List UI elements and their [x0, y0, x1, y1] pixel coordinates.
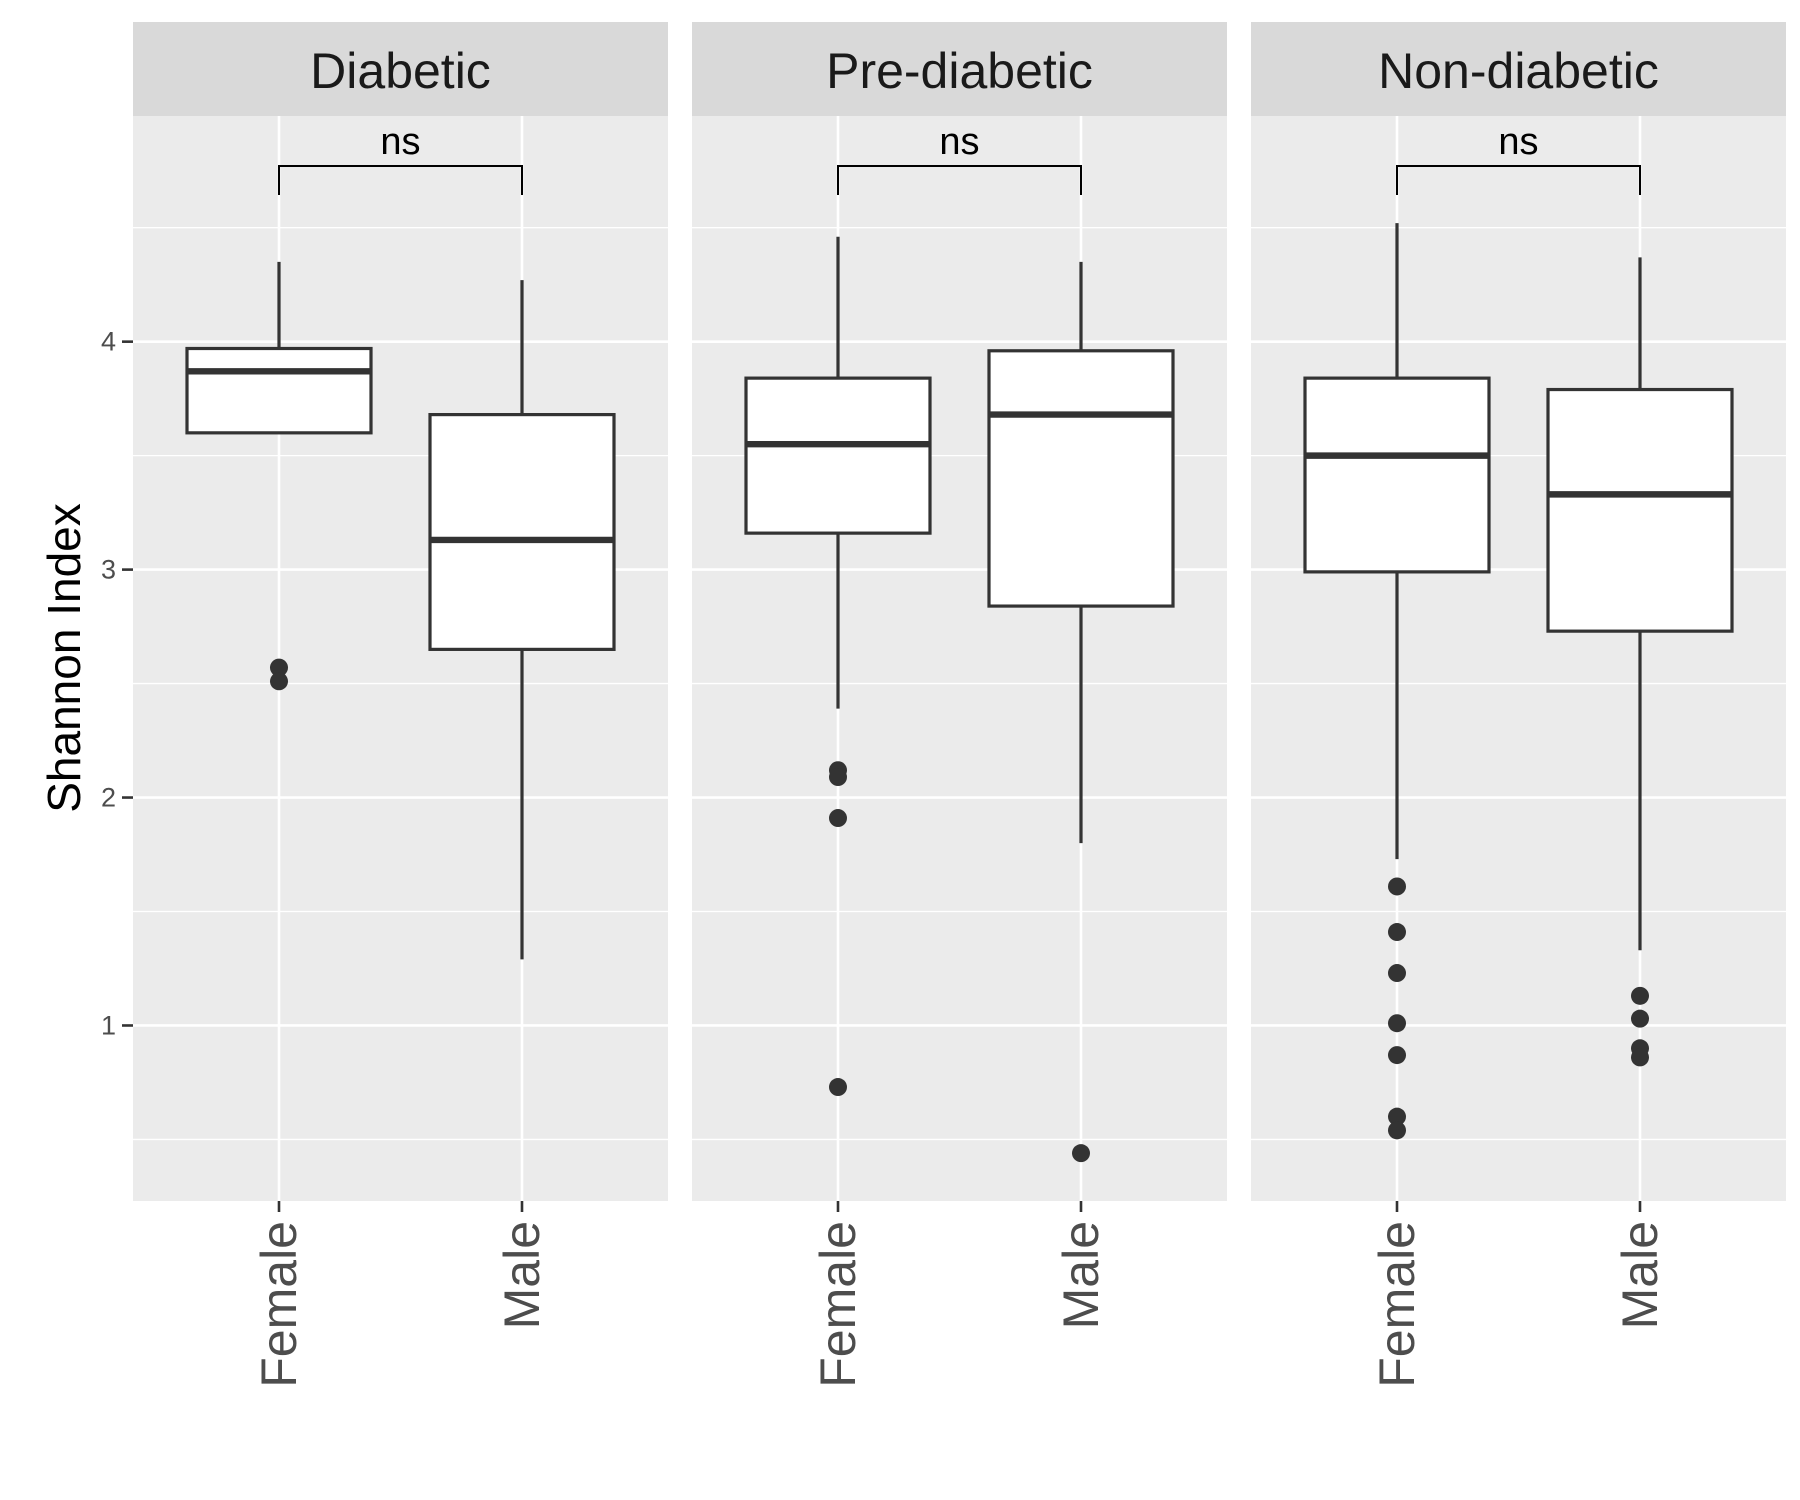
panel-background [692, 116, 1227, 1201]
x-tick-label: Female [810, 1221, 866, 1388]
facet-strip-label: Non-diabetic [1378, 43, 1659, 99]
x-tick-label: Male [494, 1221, 550, 1329]
outlier-point [829, 768, 847, 787]
x-tick-label: Male [1053, 1221, 1109, 1329]
significance-label: ns [380, 121, 420, 163]
outlier-point [1631, 986, 1649, 1005]
outlier-point [829, 809, 847, 828]
box-iqr [744, 376, 932, 535]
outlier-point [270, 672, 288, 691]
y-axis-title: Shannon Index [38, 503, 90, 813]
box-iqr [1303, 376, 1491, 574]
facet-strip [1251, 22, 1786, 116]
outlier-point [1631, 1009, 1649, 1028]
outlier-point [1388, 1014, 1406, 1033]
y-tick-label: 2 [101, 783, 116, 813]
significance-bracket [837, 165, 1082, 195]
panel-background [133, 116, 668, 1201]
facet-strip-label: Pre-diabetic [826, 43, 1093, 99]
outlier-point [1631, 1048, 1649, 1067]
significance-bracket [278, 165, 523, 195]
significance-label: ns [1498, 121, 1538, 163]
outlier-point [270, 658, 288, 677]
significance-bracket [1396, 165, 1641, 195]
outlier-point [1388, 923, 1406, 942]
box-iqr [987, 349, 1175, 608]
facet-strip [133, 22, 668, 116]
significance-label: ns [939, 121, 979, 163]
box-iqr [428, 413, 616, 651]
outlier-point [829, 1078, 847, 1097]
outlier-point [1388, 1107, 1406, 1126]
outlier-point [1388, 1121, 1406, 1140]
outlier-point [1388, 1046, 1406, 1065]
facet-strip [692, 22, 1227, 116]
y-tick-label: 3 [101, 555, 116, 585]
outlier-point [1388, 964, 1406, 983]
x-tick-label: Male [1612, 1221, 1668, 1329]
y-tick-label: 1 [101, 1010, 116, 1040]
outlier-point [1072, 1144, 1090, 1163]
box-iqr [185, 346, 373, 435]
box-iqr [1546, 387, 1734, 633]
x-tick-label: Female [1369, 1221, 1425, 1388]
facet-strip-label: Diabetic [310, 43, 491, 99]
x-tick-label: Female [251, 1221, 307, 1388]
y-tick-label: 4 [101, 327, 116, 357]
panel-background [1251, 116, 1786, 1201]
outlier-point [1388, 877, 1406, 896]
